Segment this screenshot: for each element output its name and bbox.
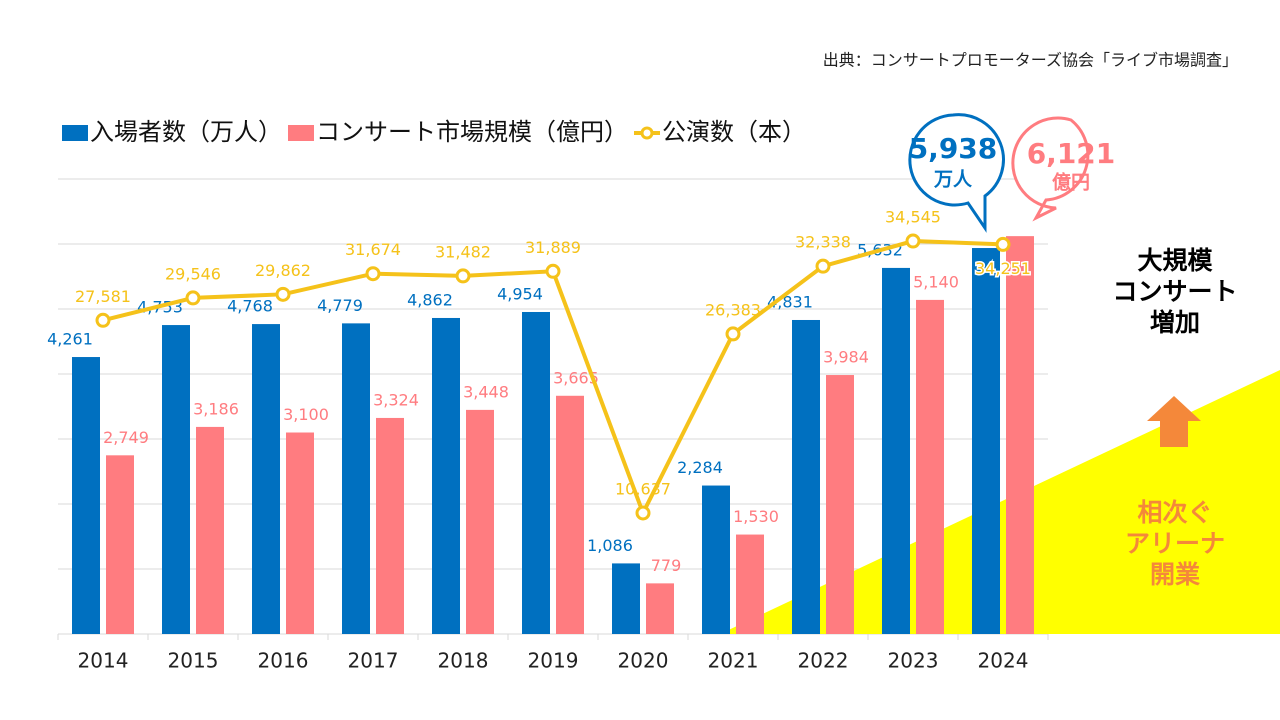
value-label: 3,186 — [193, 399, 239, 418]
x-tick-label: 2021 — [708, 649, 759, 673]
line-point — [185, 290, 201, 306]
callout-value: 5,938 — [909, 132, 998, 165]
bar — [72, 357, 100, 634]
value-label: 1,086 — [587, 536, 633, 555]
source: 出典：コンサートプロモーターズ協会「ライブ市場調査」 — [823, 51, 1238, 70]
x-tick-label: 2023 — [888, 649, 939, 673]
line-point — [635, 505, 651, 521]
value-label: 31,674 — [345, 240, 401, 259]
line-point — [455, 268, 471, 284]
value-label: 32,338 — [795, 233, 851, 252]
legend-label: 公演数（本） — [662, 118, 806, 146]
value-label: 31,889 — [525, 238, 581, 257]
value-label: 5,140 — [913, 272, 959, 291]
bar — [466, 409, 494, 634]
x-tick-label: 2020 — [618, 649, 669, 673]
bar — [612, 563, 640, 634]
legend-swatch — [288, 125, 314, 141]
line-point — [815, 258, 831, 274]
x-tick-label: 2022 — [798, 649, 849, 673]
bar — [376, 417, 404, 634]
legend-swatch — [62, 125, 88, 141]
value-label: 26,383 — [705, 300, 761, 319]
value-label: 4,954 — [497, 284, 543, 303]
x-tick-label: 2019 — [528, 649, 579, 673]
bar — [1006, 236, 1034, 634]
bar — [556, 395, 584, 634]
bar — [522, 311, 550, 634]
bar — [736, 534, 764, 634]
value-label: 779 — [651, 556, 682, 575]
x-tick-label: 2014 — [78, 649, 129, 673]
value-label: 2,749 — [103, 428, 149, 447]
x-tick-label: 2015 — [168, 649, 219, 673]
bar — [286, 432, 314, 634]
bar — [196, 426, 224, 634]
callout-bubble — [1011, 116, 1090, 222]
x-tick-label: 2018 — [438, 649, 489, 673]
legend-swatch — [640, 126, 654, 140]
bar — [972, 248, 1000, 634]
line-point — [95, 312, 111, 328]
callout-unit: 億円 — [1052, 171, 1090, 194]
bar — [252, 324, 280, 634]
callout-bubble — [908, 113, 1005, 233]
x-tick-label: 2017 — [348, 649, 399, 673]
value-label: 4,862 — [407, 290, 453, 309]
annotation: 開業 — [1150, 560, 1200, 589]
bar — [702, 485, 730, 634]
value-label: 3,100 — [283, 405, 329, 424]
value-label: 29,546 — [165, 264, 221, 283]
line-point — [365, 266, 381, 282]
line-point — [995, 236, 1011, 252]
x-tick-label: 2016 — [258, 649, 309, 673]
value-label: 4,779 — [317, 296, 363, 315]
line-point — [725, 326, 741, 342]
callout-value: 6,121 — [1027, 137, 1116, 170]
value-label: 29,862 — [255, 261, 311, 280]
legend-label: コンサート市場規模（億円） — [316, 118, 628, 146]
value-label: 34,545 — [885, 208, 941, 227]
value-label: 34,251 — [975, 259, 1031, 278]
bar — [882, 267, 910, 634]
value-label: 2,284 — [677, 458, 723, 477]
value-label: 27,581 — [75, 287, 131, 306]
value-label: 3,324 — [373, 390, 419, 409]
x-tick-label: 2024 — [978, 649, 1029, 673]
value-label: 31,482 — [435, 242, 491, 261]
line-point — [275, 286, 291, 302]
value-label: 10,637 — [615, 480, 671, 499]
callout-unit: 万人 — [933, 169, 973, 191]
value-label: 4,261 — [47, 330, 93, 349]
value-label: 3,984 — [823, 348, 869, 367]
value-label: 4,768 — [227, 297, 273, 316]
bar — [826, 375, 854, 634]
value-label: 1,530 — [733, 507, 779, 526]
line-point — [905, 233, 921, 249]
annotation: 相次ぐ — [1137, 498, 1212, 527]
bar — [646, 583, 674, 634]
annotation: 増加 — [1150, 308, 1200, 337]
annotation: 大規模 — [1137, 246, 1213, 275]
bar — [342, 323, 370, 634]
bar — [792, 319, 820, 634]
up-arrow — [1147, 396, 1201, 447]
bar — [916, 299, 944, 634]
value-label: 3,448 — [463, 382, 509, 401]
line-point — [545, 263, 561, 279]
legend-label: 入場者数（万人） — [90, 118, 282, 146]
annotation: コンサート — [1112, 277, 1237, 306]
bar — [432, 317, 460, 634]
value-label: 3,665 — [553, 368, 599, 387]
bar — [162, 325, 190, 634]
annotation: アリーナ — [1125, 529, 1225, 558]
bar — [106, 455, 134, 634]
